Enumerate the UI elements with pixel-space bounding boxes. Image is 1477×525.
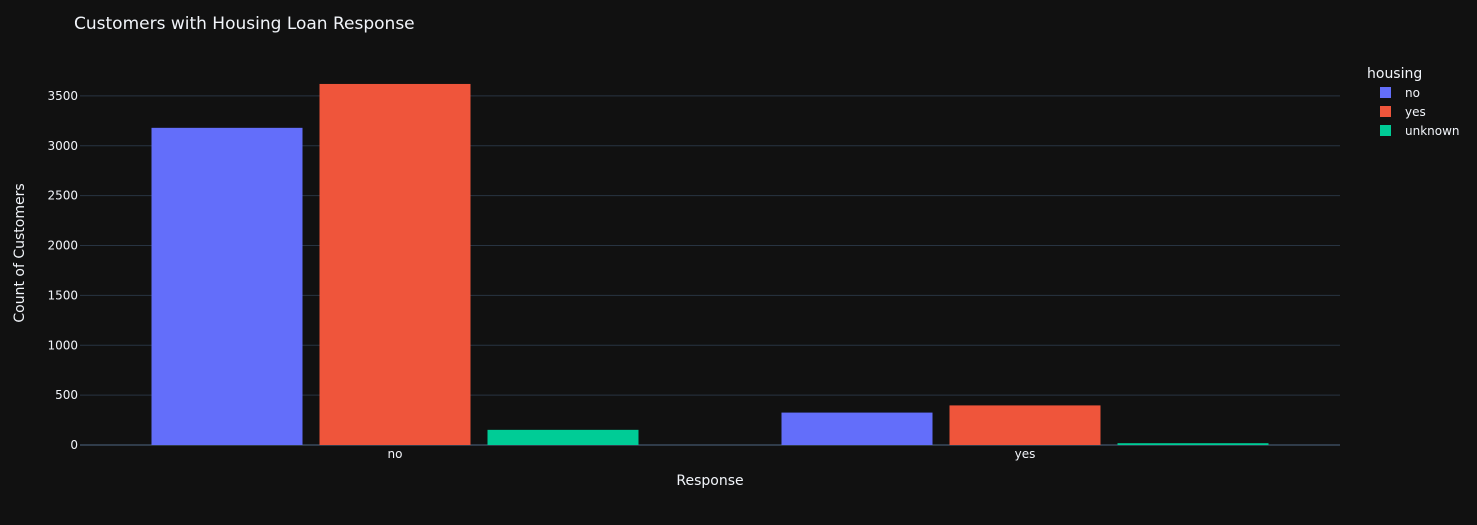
y-axis-ticks: 0 500 1000 1500 2000 2500 3000 3500 [47,89,78,452]
bar-yes-unknown[interactable] [1117,443,1269,445]
bar-no-unknown[interactable] [487,429,639,445]
x-tick-label: no [388,447,403,461]
bar-no-yes[interactable] [319,83,471,445]
legend-label: yes [1405,105,1426,119]
bar-yes-yes[interactable] [949,405,1101,445]
x-axis-ticks: no yes [388,447,1036,461]
x-tick-label: yes [1015,447,1036,461]
y-tick-label: 0 [70,438,78,452]
y-axis-title: Count of Customers [12,183,28,322]
bar-no-no[interactable] [151,127,303,445]
legend-swatch [1380,125,1391,136]
legend-items: no yes unknown [1380,86,1460,138]
y-tick-label: 3500 [47,89,78,103]
legend-item-yes[interactable]: yes [1380,105,1426,119]
y-tick-label: 1500 [47,288,78,302]
legend-item-no[interactable]: no [1380,86,1420,100]
legend-title: housing [1367,66,1422,82]
y-tick-label: 2500 [47,189,78,203]
bars [151,83,1269,445]
y-tick-label: 1000 [47,338,78,352]
legend-label: unknown [1405,124,1460,138]
y-tick-label: 500 [55,388,78,402]
legend-swatch [1380,106,1391,117]
bar-yes-no[interactable] [781,412,933,445]
legend-item-unknown[interactable]: unknown [1380,124,1460,138]
x-axis-title: Response [676,473,743,489]
y-tick-label: 2000 [47,239,78,253]
legend-label: no [1405,86,1420,100]
legend: housing no yes unknown [1367,66,1460,138]
chart-title: Customers with Housing Loan Response [74,14,415,34]
legend-swatch [1380,87,1391,98]
y-tick-label: 3000 [47,139,78,153]
